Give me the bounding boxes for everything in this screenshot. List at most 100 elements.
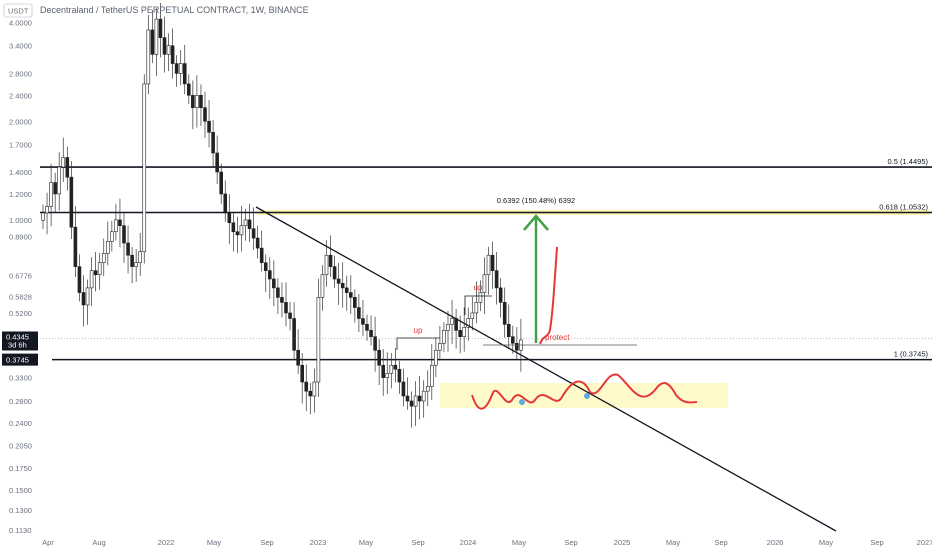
currency-badge: USDT [3, 3, 33, 18]
candle-body [93, 270, 98, 276]
candle-body [65, 157, 70, 178]
candle-body [276, 287, 280, 298]
candle-body [320, 274, 325, 298]
candle-body [458, 330, 462, 337]
up-bracket [464, 295, 492, 315]
candle-body [199, 95, 203, 108]
y-tick-label: 0.5200 [9, 309, 32, 318]
x-tick-label: 2026 [767, 538, 784, 547]
candle-body [69, 176, 74, 228]
candle-body [344, 287, 349, 293]
candle-body [340, 283, 345, 289]
candle-body [191, 95, 195, 108]
candle-body [409, 400, 414, 407]
candle-body [401, 381, 406, 397]
candle-body [300, 364, 305, 383]
candle-body [498, 287, 503, 303]
up-annotation: up [414, 326, 423, 335]
candle-body [462, 327, 467, 337]
y-tick-label: 0.2400 [9, 419, 32, 428]
candle-body [251, 228, 256, 239]
candle-body [259, 247, 264, 264]
candle-body [263, 262, 268, 271]
candle-body [158, 18, 163, 38]
candle-body [114, 219, 118, 233]
candle-body [49, 182, 53, 207]
candle-body [247, 219, 252, 229]
candle-body [515, 343, 519, 351]
candle-body [454, 318, 458, 331]
y-tick-label: 2.4000 [9, 91, 32, 100]
candle-body [138, 251, 142, 264]
measure-arrow-head [523, 214, 549, 231]
last-price-value: 0.4345 [6, 332, 29, 341]
candle-body [267, 270, 272, 280]
candle-body [272, 278, 276, 289]
candle-body [446, 324, 450, 331]
level-badge-value: 0.3745 [6, 356, 29, 365]
candle-body [130, 254, 134, 267]
candle-body [126, 242, 130, 256]
y-tick-label: 1.7000 [9, 140, 32, 149]
candle-body [284, 302, 288, 314]
candle-body [45, 206, 49, 214]
x-tick-label: 2027 [917, 538, 932, 547]
x-tick-label: Aug [92, 538, 105, 547]
last-price-countdown: 3d 6h [8, 340, 27, 349]
x-tick-label: May [359, 538, 373, 547]
y-tick-label: 0.1500 [9, 486, 32, 495]
x-tick-label: May [512, 538, 526, 547]
candle-body [292, 318, 296, 351]
candle-body [239, 225, 244, 236]
candle-body [413, 395, 418, 407]
measure-label: 0.6392 (150.48%) 6392 [497, 196, 575, 205]
x-tick-label: 2025 [614, 538, 631, 547]
candle-body [142, 83, 147, 252]
candle-body [77, 266, 82, 293]
candle-body [195, 95, 199, 108]
up-annotation: up [474, 283, 483, 292]
candle-body [97, 262, 102, 276]
protect-annotation: protect [545, 333, 570, 342]
candle-body [235, 231, 240, 236]
last-price-badge [2, 331, 38, 351]
candle-body [348, 292, 353, 298]
candle-body [219, 171, 223, 195]
candle-body [73, 226, 78, 267]
y-tick-label: 0.8900 [9, 232, 32, 241]
candle-body [308, 390, 313, 397]
candle-body [353, 297, 357, 308]
candle-body [332, 266, 337, 280]
candle-body [207, 120, 211, 133]
candle-body [150, 29, 155, 55]
candle-body [174, 63, 179, 74]
candle-body [81, 292, 86, 306]
candle-body [397, 368, 402, 383]
candle-body [405, 395, 410, 402]
candle-body [211, 132, 215, 154]
y-tick-label: 0.1300 [9, 506, 32, 515]
candle-body [162, 37, 167, 55]
candle-body [110, 231, 114, 242]
candle-body [146, 29, 151, 85]
candle-body [510, 336, 515, 344]
candle-body [288, 312, 292, 319]
candle-body [438, 343, 442, 351]
candle-body [328, 254, 333, 267]
candle-body [466, 318, 471, 328]
candle-body [243, 219, 248, 226]
candle-body [421, 390, 426, 402]
y-tick-label: 0.2800 [9, 397, 32, 406]
x-tick-label: 2022 [158, 538, 175, 547]
candle-body [312, 381, 317, 397]
candle-body [425, 386, 430, 392]
candle-body [385, 373, 390, 378]
candle-body [336, 278, 341, 284]
candle-body [215, 152, 219, 173]
candle-body [182, 63, 187, 85]
candle-body [166, 45, 171, 55]
candle-body [187, 83, 191, 96]
candle-body [369, 330, 373, 337]
y-tick-label: 0.3300 [9, 374, 32, 383]
